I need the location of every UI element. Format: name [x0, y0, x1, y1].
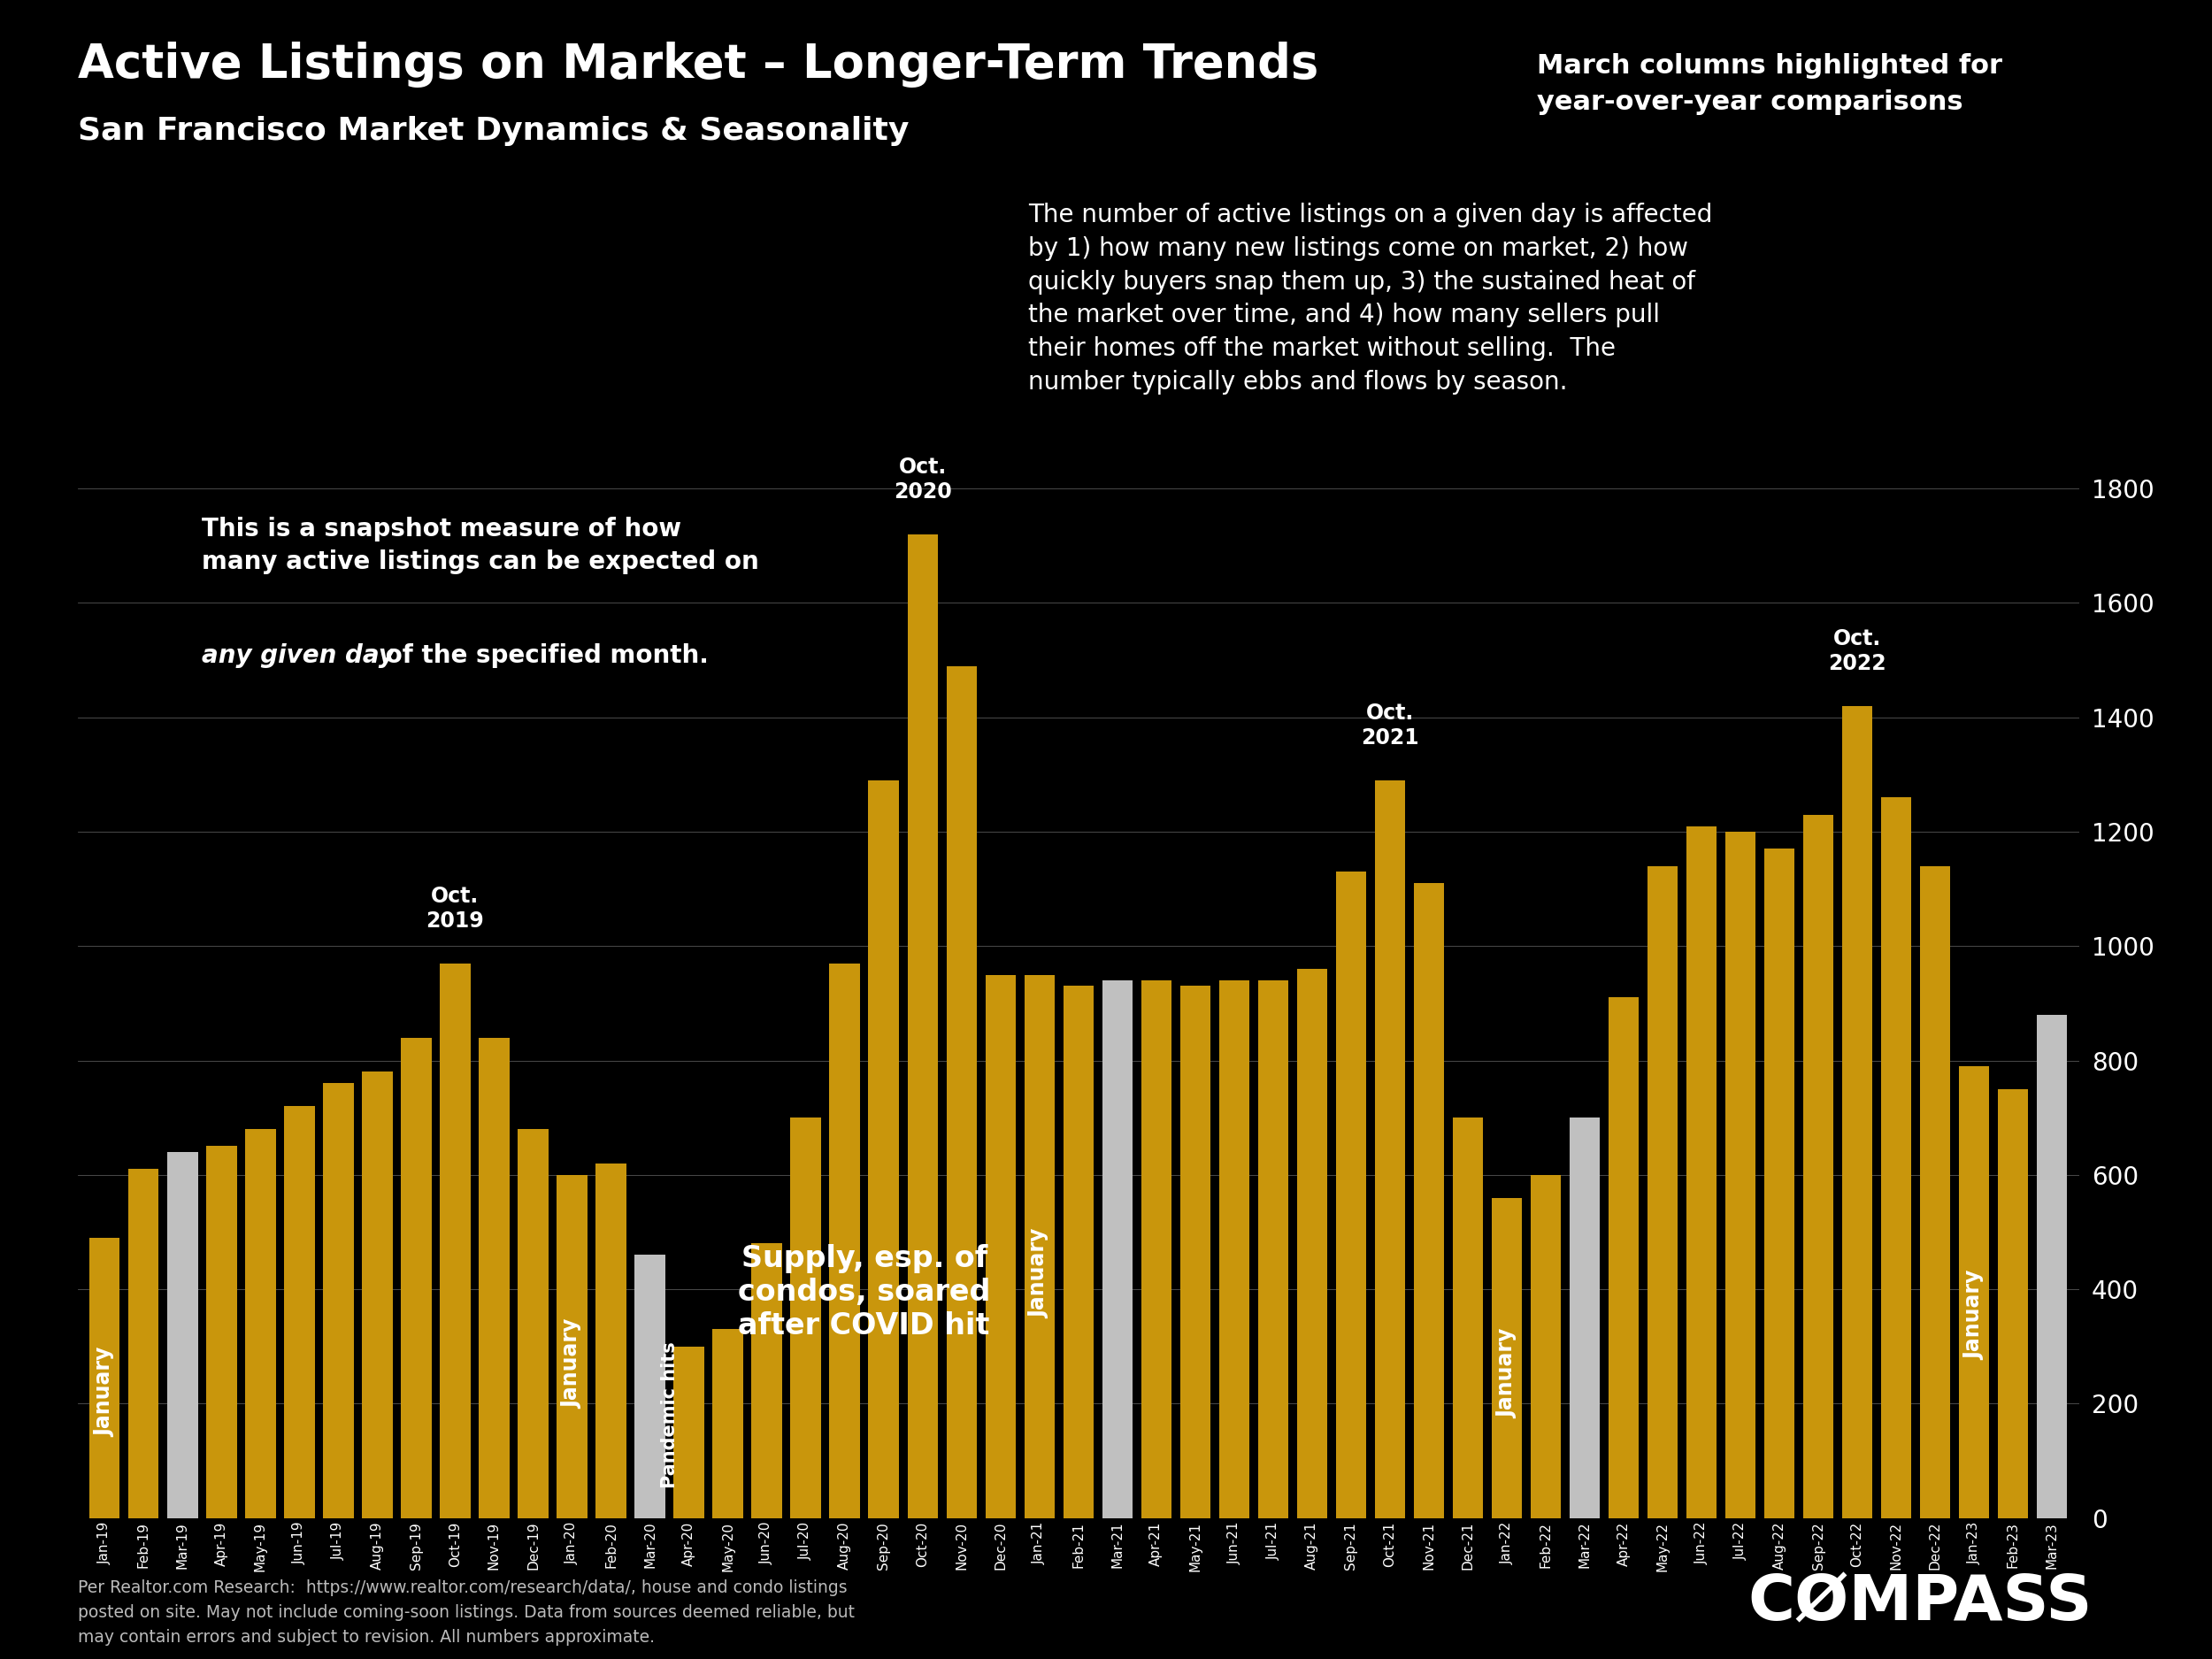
Text: January: January — [95, 1347, 115, 1437]
Text: January: January — [562, 1319, 582, 1408]
Bar — [400, 1037, 431, 1518]
Bar — [1920, 866, 1951, 1518]
Bar — [363, 1072, 392, 1518]
Bar — [1765, 849, 1794, 1518]
Bar — [1259, 980, 1287, 1518]
Bar — [128, 1170, 159, 1518]
Text: January: January — [1029, 1229, 1051, 1319]
Bar — [984, 974, 1015, 1518]
Bar — [283, 1107, 314, 1518]
Text: January: January — [1964, 1269, 1984, 1359]
Bar — [1648, 866, 1677, 1518]
Bar — [595, 1163, 626, 1518]
Bar — [790, 1118, 821, 1518]
Bar — [1141, 980, 1172, 1518]
Bar — [1491, 1198, 1522, 1518]
Bar — [869, 780, 898, 1518]
Text: Pandemic hits: Pandemic hits — [661, 1342, 679, 1488]
Bar — [1453, 1118, 1482, 1518]
Bar — [635, 1254, 666, 1518]
Bar — [2037, 1015, 2068, 1518]
Text: Oct.
2019: Oct. 2019 — [427, 886, 484, 932]
Text: Oct.
2022: Oct. 2022 — [1829, 629, 1887, 675]
Bar — [1064, 985, 1093, 1518]
Bar — [440, 964, 471, 1518]
Bar — [1686, 826, 1717, 1518]
Bar — [206, 1146, 237, 1518]
Bar — [168, 1151, 197, 1518]
Bar — [88, 1238, 119, 1518]
Bar — [323, 1083, 354, 1518]
Bar — [557, 1175, 586, 1518]
Bar — [1960, 1067, 1989, 1518]
Bar — [1531, 1175, 1562, 1518]
Text: January: January — [1495, 1329, 1517, 1418]
Bar — [1374, 780, 1405, 1518]
Bar — [1413, 883, 1444, 1518]
Bar — [1102, 980, 1133, 1518]
Bar — [480, 1037, 509, 1518]
Bar — [246, 1130, 276, 1518]
Bar — [1997, 1088, 2028, 1518]
Bar — [1024, 974, 1055, 1518]
Bar — [1880, 798, 1911, 1518]
Text: This is a snapshot measure of how
many active listings can be expected on: This is a snapshot measure of how many a… — [201, 518, 759, 574]
Text: San Francisco Market Dynamics & Seasonality: San Francisco Market Dynamics & Seasonal… — [77, 116, 909, 146]
Bar — [518, 1130, 549, 1518]
Text: Per Realtor.com Research:  https://www.realtor.com/research/data/, house and con: Per Realtor.com Research: https://www.re… — [77, 1579, 854, 1646]
Bar — [1843, 705, 1874, 1518]
Bar — [1725, 831, 1756, 1518]
Text: March columns highlighted for
year-over-year comparisons: March columns highlighted for year-over-… — [1537, 53, 2002, 114]
Bar — [712, 1329, 743, 1518]
Text: of the specified month.: of the specified month. — [378, 644, 710, 667]
Text: Oct.
2021: Oct. 2021 — [1360, 703, 1418, 748]
Text: CØMPASS: CØMPASS — [1747, 1573, 2093, 1634]
Text: The number of active listings on a given day is affected
by 1) how many new list: The number of active listings on a given… — [1029, 202, 1712, 395]
Bar — [830, 964, 860, 1518]
Bar — [1803, 815, 1834, 1518]
Bar — [675, 1347, 703, 1518]
Bar — [1296, 969, 1327, 1518]
Text: Active Listings on Market – Longer-Term Trends: Active Listings on Market – Longer-Term … — [77, 41, 1318, 88]
Bar — [907, 534, 938, 1518]
Bar — [752, 1244, 783, 1518]
Text: Supply, esp. of
condos, soared
after COVID hit: Supply, esp. of condos, soared after COV… — [739, 1244, 991, 1340]
Bar — [947, 665, 978, 1518]
Text: any given day: any given day — [201, 644, 394, 667]
Bar — [1219, 980, 1250, 1518]
Bar — [1571, 1118, 1599, 1518]
Bar — [1179, 985, 1210, 1518]
Text: Oct.
2020: Oct. 2020 — [894, 456, 951, 503]
Bar — [1608, 997, 1639, 1518]
Bar — [1336, 871, 1367, 1518]
